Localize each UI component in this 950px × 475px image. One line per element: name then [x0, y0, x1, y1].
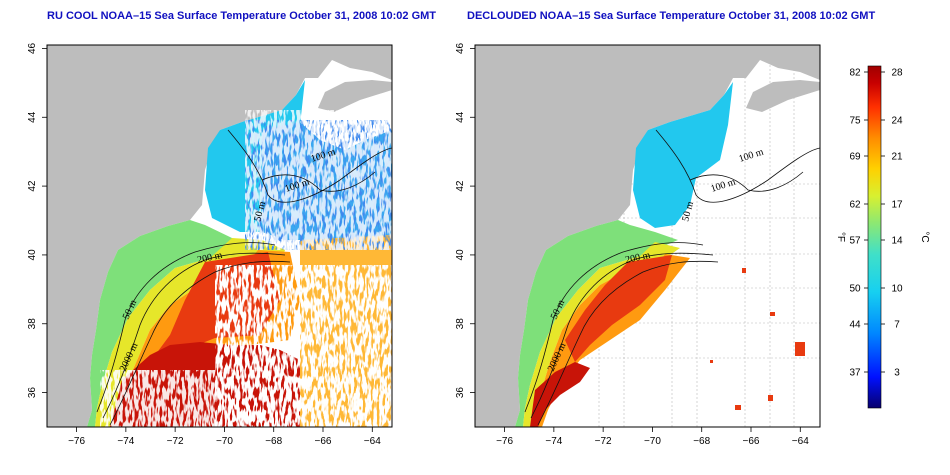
left-lat-tick-label: 46	[27, 42, 38, 54]
left-lon-tick-label: −64	[364, 436, 381, 447]
right-lon-tick-label: −76	[496, 436, 513, 447]
sst-cool-gulf-of-maine	[633, 82, 733, 228]
sst-gulf-stream-red	[565, 255, 672, 362]
colorbar-c-label: 10	[891, 284, 903, 295]
bathymetry-contours	[96, 129, 392, 426]
right-lat-tick-label: 44	[455, 111, 466, 123]
contour-100m-line	[655, 129, 820, 203]
sst-shelf-green	[515, 220, 678, 427]
land-mainland	[47, 45, 392, 427]
celsius-unit-label: °C	[919, 231, 930, 242]
left-map-panel: 100 m 100 m 50 m 200 m 50 m 2000 m −76 −7…	[27, 42, 393, 447]
colorbar-f-label: 62	[849, 200, 861, 211]
left-lat-tick-label: 40	[27, 249, 38, 261]
contour-200m-line	[102, 252, 286, 419]
colorbar-c-label: 24	[891, 116, 903, 127]
sst-hot-core	[530, 362, 590, 427]
colorbar-c-label: 17	[891, 200, 903, 211]
contour-200m-line	[530, 252, 714, 419]
fahrenheit-unit-label: °F	[835, 232, 846, 242]
contour-50m-line	[96, 242, 276, 413]
sst-shelf-green	[87, 220, 258, 427]
land-nova-scotia	[746, 80, 820, 112]
colorbar-ticks: 82 28 75 24 69 21 62 17 57 14 50 10 44 7 37 3	[849, 68, 903, 379]
right-map-panel: 100 m 100 m 50 m 200 m 50 m 2000 m −76 −7…	[455, 42, 821, 447]
colorbar-f-label: 82	[849, 68, 861, 79]
contour-2000m-line	[109, 260, 291, 426]
left-plot-frame	[46, 44, 393, 428]
colorbar-gradient	[867, 65, 882, 409]
right-lon-tick-label: −68	[693, 436, 710, 447]
right-axes: −76 −74 −72 −70 −68 −66 −64 36 38 40 42 44 46	[455, 42, 809, 447]
colorbar-c-label: 7	[894, 320, 900, 331]
right-map-image: 100 m 100 m 50 m 200 m 50 m 2000 m	[475, 45, 820, 427]
contour-label-200m: 200 m	[196, 250, 223, 266]
colorbar-f-label: 44	[849, 320, 861, 331]
contour-100m-inner-line	[689, 171, 804, 192]
left-lon-tick-label: −66	[315, 436, 332, 447]
left-lon-tick-label: −70	[216, 436, 233, 447]
right-lon-tick-label: −66	[743, 436, 760, 447]
land-nova-scotia	[318, 80, 392, 112]
left-map-image: 100 m 100 m 50 m 200 m 50 m 2000 m	[47, 45, 392, 427]
colorbar-c-label: 28	[891, 68, 903, 79]
right-lon-tick-label: −72	[595, 436, 612, 447]
left-lon-tick-label: −68	[265, 436, 282, 447]
cloud-speckle-south-layer	[100, 370, 392, 427]
contour-100m-inner-line	[261, 171, 376, 192]
colorbar-f-label: 57	[849, 236, 861, 247]
left-lon-tick-label: −76	[68, 436, 85, 447]
colorbar-c-label: 21	[891, 152, 903, 163]
right-lon-tick-label: −64	[792, 436, 809, 447]
contour-label-50m-bank: 50 m	[252, 200, 268, 223]
contour-label-200m: 200 m	[624, 250, 651, 266]
right-lat-tick-label: 42	[455, 180, 466, 192]
left-lon-tick-label: −72	[167, 436, 184, 447]
scattered-warm-patches	[710, 268, 805, 410]
contour-50m-line	[524, 242, 704, 413]
right-lat-tick-label: 36	[455, 387, 466, 399]
left-lat-tick-label: 42	[27, 180, 38, 192]
colorbar-f-label: 50	[849, 284, 861, 295]
colorbar-c-label: 3	[894, 368, 900, 379]
left-panel-title: RU COOL NOAA–15 Sea Surface Temperature …	[47, 10, 437, 22]
sst-slope-orange	[532, 254, 690, 427]
right-lat-tick-label: 38	[455, 318, 466, 330]
left-lat-tick-label: 36	[27, 387, 38, 399]
right-lat-tick-label: 46	[455, 42, 466, 54]
bathymetry-contours	[524, 129, 820, 426]
left-axes: −76 −74 −72 −70 −68 −66 −64 36 38 40 42 44 46	[27, 42, 381, 447]
land-mainland	[475, 45, 820, 427]
colorbar-f-label: 37	[849, 368, 861, 379]
contour-100m-line	[227, 129, 392, 203]
contour-2000m-line	[537, 260, 719, 426]
left-lon-tick-label: −74	[117, 436, 134, 447]
cloud-speckle-north-layer	[245, 110, 392, 250]
right-lon-tick-label: −74	[545, 436, 562, 447]
right-plot-frame	[474, 44, 821, 428]
left-lat-tick-label: 44	[27, 111, 38, 123]
right-lat-tick-label: 40	[455, 249, 466, 261]
right-lon-tick-label: −70	[644, 436, 661, 447]
temperature-colorbar: 82 28 75 24 69 21 62 17 57 14 50 10 44 7 37 3 °F °C	[835, 65, 930, 409]
colorbar-c-label: 14	[891, 236, 903, 247]
right-panel-title: DECLOUDED NOAA–15 Sea Surface Temperatur…	[467, 10, 876, 22]
left-lat-tick-label: 38	[27, 318, 38, 330]
colorbar-f-label: 69	[849, 152, 861, 163]
colorbar-f-label: 75	[849, 116, 861, 127]
contour-label-50m-bank: 50 m	[680, 200, 696, 223]
